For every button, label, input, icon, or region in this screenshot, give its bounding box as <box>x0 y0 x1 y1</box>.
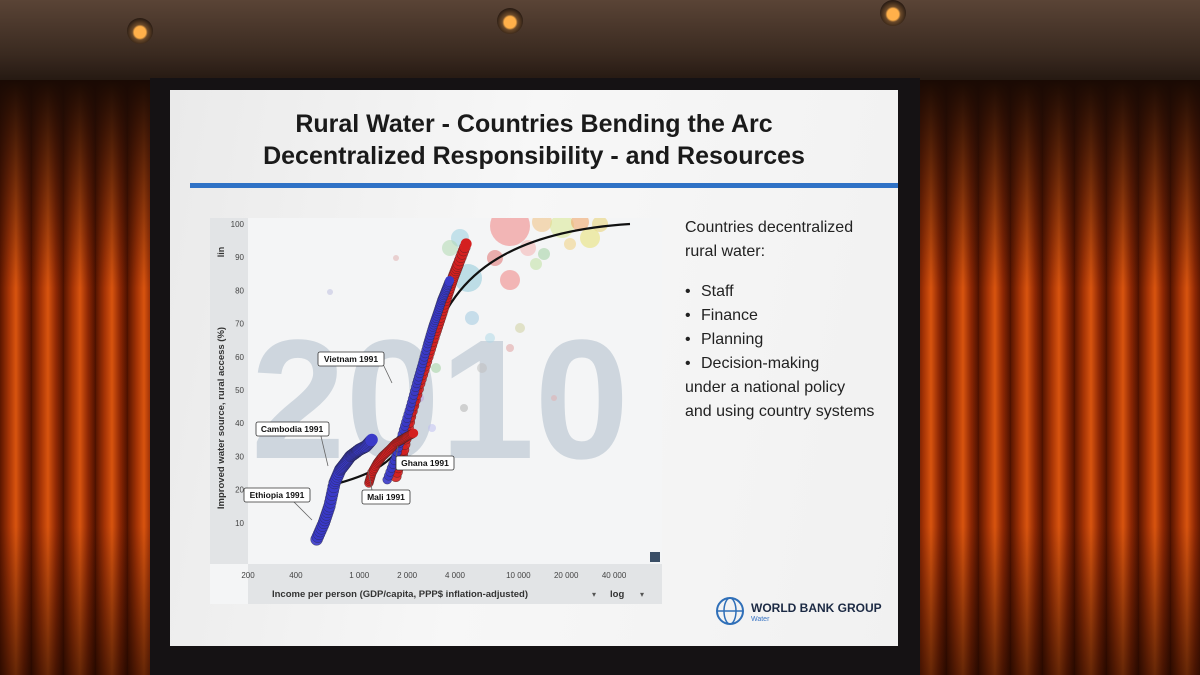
x-tick-label: 400 <box>289 571 303 580</box>
slide-title-line-1: Rural Water - Countries Bending the Arc <box>295 110 773 138</box>
y-tick-label: 50 <box>235 386 244 395</box>
slide-title: Rural Water - Countries Bending the Arc … <box>170 108 898 172</box>
x-tick-label: 20 000 <box>554 571 579 580</box>
stage-curtain-right <box>915 80 1200 675</box>
x-scale-selector[interactable]: log <box>610 589 624 600</box>
trail-point <box>409 428 419 438</box>
ceiling <box>0 0 1200 90</box>
y-tick-label: 70 <box>235 320 244 329</box>
y-tick-label: 10 <box>235 519 244 528</box>
y-tick-labels: 10 20 30 40 50 60 70 80 90 100 <box>231 220 245 528</box>
callout-line <box>395 445 399 459</box>
country-bubble <box>580 228 600 248</box>
x-tick-label: 4 000 <box>445 571 466 580</box>
logo-name: WORLD BANK GROUP <box>751 601 882 615</box>
x-tick-label: 10 000 <box>506 571 531 580</box>
x-axis-dropdown-icon[interactable]: ▾ <box>592 590 596 599</box>
country-bubble <box>465 311 479 325</box>
x-tick-labels: 200 400 1 000 2 000 4 000 10 000 20 000 40 000 <box>241 571 627 580</box>
country-bubble <box>564 238 576 250</box>
x-axis-label: Income per person (GDP/capita, PPP$ infl… <box>272 589 528 600</box>
annotation-box <box>317 351 385 367</box>
logo-subtitle: Water <box>751 616 770 623</box>
x-tick-label: 40 000 <box>602 571 627 580</box>
bullet-staff: Staff <box>685 280 895 304</box>
y-tick-label: 60 <box>235 353 244 362</box>
callout-line <box>319 431 329 467</box>
bullet-decision-making: Decision-making <box>685 352 895 376</box>
x-tick-label: 2 000 <box>397 571 418 580</box>
scale-dropdown-icon[interactable]: ▾ <box>640 590 644 599</box>
country-bubble <box>477 363 487 373</box>
ceiling-light <box>880 0 906 26</box>
country-bubble <box>506 344 514 352</box>
annotation-ethiopia: Ethiopia 1991 <box>250 490 305 500</box>
callout-line <box>367 469 373 491</box>
y-scale-selector[interactable]: lin <box>216 247 226 258</box>
y-tick-label: 30 <box>235 452 244 461</box>
country-bubble <box>485 333 495 343</box>
country-bubble <box>500 270 520 290</box>
trail-point <box>445 275 455 285</box>
annotation-box <box>255 421 330 437</box>
y-tick-label: 100 <box>231 220 245 229</box>
bullet-finance: Finance <box>685 304 895 328</box>
bullet-continuation: under a national policy and using country… <box>685 379 875 420</box>
country-bubble <box>571 213 589 231</box>
annotation-mali: Mali 1991 <box>367 492 405 502</box>
ceiling-light <box>127 18 153 44</box>
bubble-chart-svg: 20 10 10 20 30 40 50 60 70 80 90 100 200 400 1 000 2 … <box>210 206 662 604</box>
country-bubble <box>520 240 536 256</box>
annotation-box <box>361 489 411 505</box>
trail-point <box>460 238 472 250</box>
annotation-cambodia: Cambodia 1991 <box>261 424 324 434</box>
country-bubble <box>327 289 333 295</box>
title-underline-bar <box>190 183 898 188</box>
annotation-ghana: Ghana 1991 <box>401 458 449 468</box>
country-bubble <box>460 404 468 412</box>
x-axis-panel <box>248 564 662 604</box>
country-bubble <box>515 323 525 333</box>
y-axis-panel <box>210 218 248 564</box>
x-tick-label: 1 000 <box>349 571 370 580</box>
annotation-callouts: Vietnam 1991 Cambodia 1991 Ghana 1991 Et… <box>243 351 455 521</box>
y-axis-label: Improved water source, rural access (%) <box>216 327 227 509</box>
ceiling-light <box>497 8 523 34</box>
presentation-slide: Rural Water - Countries Bending the Arc … <box>170 90 898 646</box>
annotation-vietnam: Vietnam 1991 <box>324 354 378 364</box>
country-trails <box>310 238 472 546</box>
y-tick-label: 90 <box>235 253 244 262</box>
globe-icon <box>716 597 744 625</box>
intro-text: Countries decentralized rural water: <box>685 219 854 260</box>
world-bank-logo: WORLD BANK GROUP Water <box>715 596 885 630</box>
country-bubble <box>530 258 542 270</box>
country-bubble <box>428 424 436 432</box>
expand-icon[interactable] <box>650 552 660 562</box>
chart-background <box>210 218 662 604</box>
annotation-box <box>243 487 311 503</box>
country-bubble <box>442 240 458 256</box>
slide-title-line-2: Decentralized Responsibility - and Resou… <box>263 142 805 170</box>
country-bubble <box>431 363 441 373</box>
y-tick-label: 80 <box>235 286 244 295</box>
bullet-list: Staff Finance Planning Decision-making <box>685 280 895 376</box>
y-tick-label: 20 <box>235 486 244 495</box>
annotation-box <box>395 455 455 471</box>
country-bubble <box>551 395 557 401</box>
trail-point <box>365 433 378 446</box>
bullet-planning: Planning <box>685 328 895 352</box>
x-tick-label: 200 <box>241 571 255 580</box>
country-bubble <box>393 255 399 261</box>
y-tick-label: 40 <box>235 419 244 428</box>
country-bubble <box>538 248 550 260</box>
bubble-chart: 20 10 10 20 30 40 50 60 70 80 90 100 200 400 1 000 2 … <box>210 206 662 604</box>
